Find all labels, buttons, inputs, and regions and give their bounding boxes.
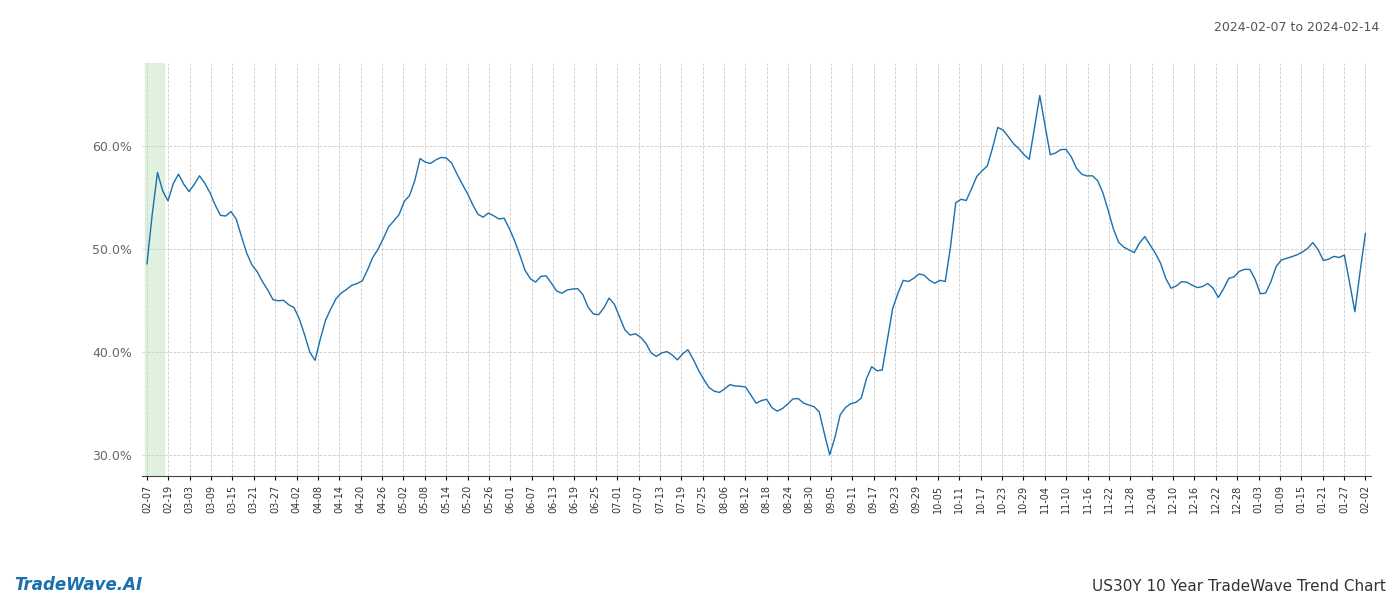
Text: US30Y 10 Year TradeWave Trend Chart: US30Y 10 Year TradeWave Trend Chart: [1092, 579, 1386, 594]
Text: TradeWave.AI: TradeWave.AI: [14, 576, 143, 594]
Text: 2024-02-07 to 2024-02-14: 2024-02-07 to 2024-02-14: [1214, 21, 1379, 34]
Bar: [146, 63, 164, 476]
